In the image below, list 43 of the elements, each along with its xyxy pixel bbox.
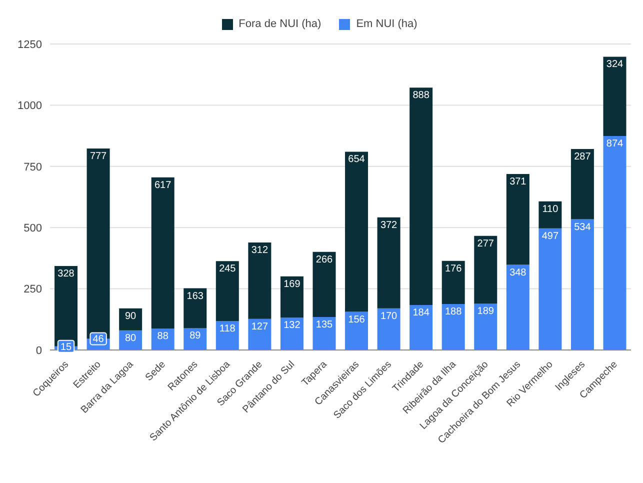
y-tick-label: 500	[24, 222, 42, 235]
data-label: 324	[606, 59, 624, 70]
data-label: 80	[125, 332, 137, 344]
legend-label: Fora de NUI (ha)	[238, 18, 322, 30]
data-label: 110	[542, 204, 559, 215]
y-tick-label: 750	[24, 161, 42, 174]
data-label: 156	[348, 314, 366, 326]
data-label: 888	[412, 90, 430, 102]
y-tick-label: 250	[24, 284, 42, 296]
data-label: 266	[316, 254, 334, 266]
y-tick-label: 0	[36, 344, 42, 357]
data-label: 176	[445, 263, 462, 274]
y-tick-label: 1250	[18, 38, 42, 51]
data-label: 287	[574, 152, 592, 163]
data-label: 127	[251, 321, 268, 332]
data-label: 46	[92, 334, 104, 346]
data-label: 777	[90, 151, 108, 162]
data-label: 617	[154, 180, 172, 191]
data-label: 534	[574, 222, 592, 233]
data-label: 328	[58, 268, 75, 280]
data-label: 245	[219, 264, 236, 275]
data-label: 169	[284, 278, 301, 290]
data-label: 277	[477, 238, 494, 250]
y-tick-label: 1000	[18, 100, 42, 112]
data-label: 89	[190, 330, 202, 342]
data-label: 348	[510, 267, 527, 278]
data-label: 189	[477, 306, 494, 318]
data-label: 497	[542, 230, 559, 242]
data-label: 170	[380, 310, 398, 322]
data-label: 90	[125, 310, 137, 322]
data-label: 654	[348, 154, 366, 166]
data-label: 88	[157, 330, 169, 342]
data-label: 372	[380, 220, 398, 231]
data-label: 163	[186, 290, 204, 302]
data-label: 118	[219, 324, 236, 335]
data-label: 184	[412, 307, 430, 318]
data-label: 371	[510, 176, 527, 188]
data-label: 132	[284, 320, 301, 332]
data-label: 312	[251, 245, 268, 256]
data-label: 874	[606, 138, 624, 150]
data-label: 135	[316, 319, 334, 330]
data-label: 188	[445, 306, 462, 318]
legend-label: Em NUI (ha)	[355, 18, 418, 30]
